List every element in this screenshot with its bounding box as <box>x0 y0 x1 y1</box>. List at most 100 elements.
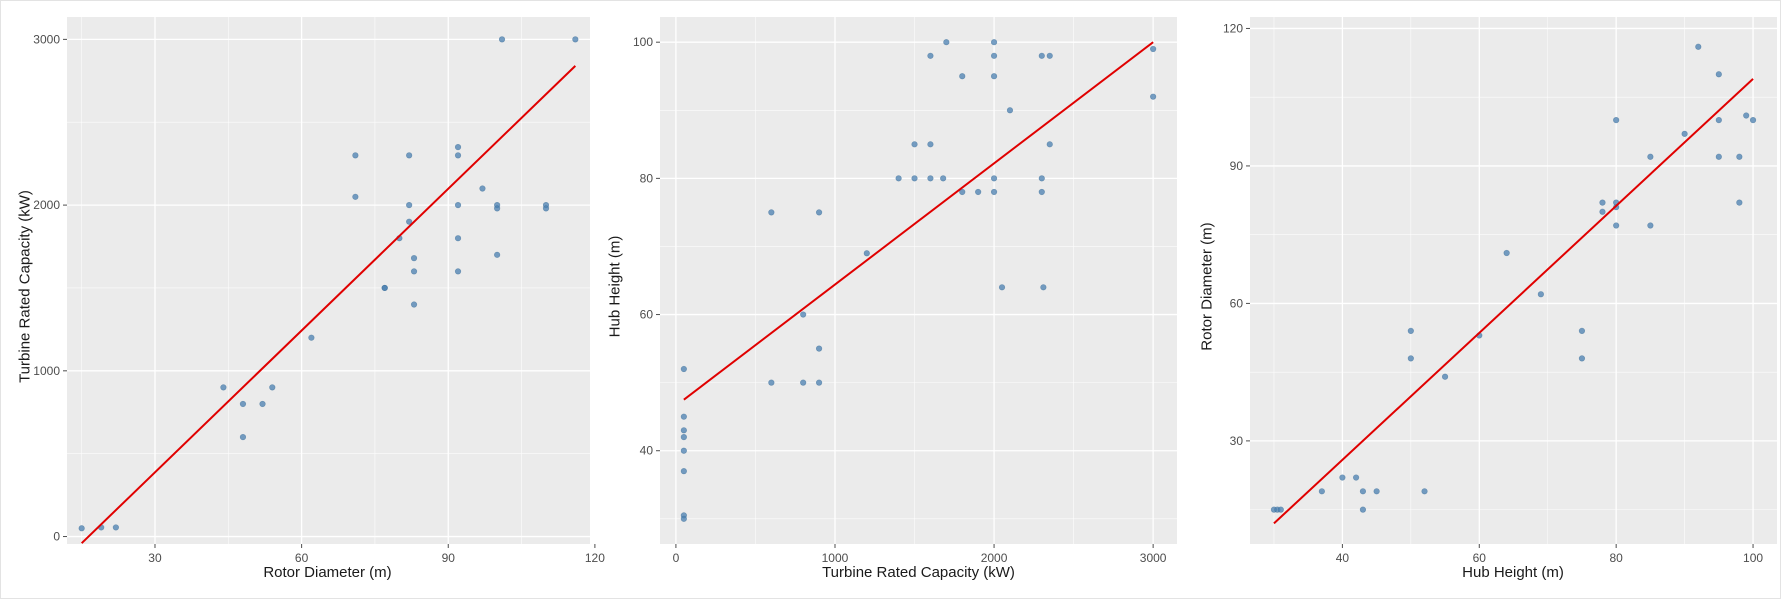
y-axis-title: Rotor Diameter (m) <box>1198 222 1216 351</box>
data-point <box>768 379 775 386</box>
data-point <box>1613 222 1620 229</box>
data-point <box>1373 488 1380 495</box>
chart-panel-hub-height-vs-rotor: 40 60 80 100 30 60 90 120 Hub Height (m) Rotor … <box>1182 0 1779 599</box>
data-point <box>479 185 486 192</box>
chart-panel-rotor-vs-capacity: 30 60 90 120 0 1000 2000 3000 Rotor Diameter (m… <box>0 0 605 599</box>
scatter-plot-hub-height-vs-rotor: 40 60 80 100 30 60 90 120 <box>1223 17 1777 565</box>
y-tick-label: 30 <box>1230 434 1244 448</box>
x-tick-label: 1000 <box>822 551 849 565</box>
y-tick-label: 120 <box>1223 21 1243 35</box>
y-tick-label: 100 <box>633 35 653 49</box>
data-point <box>454 143 462 151</box>
data-point <box>494 251 501 258</box>
data-point <box>112 524 119 531</box>
scatter-plot-capacity-vs-hub-height: 0 1000 2000 3000 40 60 80 100 <box>633 17 1177 565</box>
x-tick-label: 0 <box>673 551 680 565</box>
data-point <box>943 39 950 46</box>
scatter-plot-rotor-vs-capacity: 30 60 90 120 0 1000 2000 3000 <box>33 17 605 565</box>
data-point <box>259 400 266 408</box>
data-point <box>1359 506 1367 513</box>
data-point <box>815 345 823 352</box>
data-point <box>940 175 947 182</box>
plot-background <box>660 17 1177 544</box>
data-point <box>863 250 870 257</box>
data-point <box>1736 199 1743 206</box>
data-point <box>680 365 687 373</box>
data-point <box>454 268 462 275</box>
x-tick-label: 90 <box>442 551 456 565</box>
x-tick-label: 30 <box>148 551 162 565</box>
data-point <box>352 193 359 200</box>
data-point <box>927 52 934 59</box>
data-point <box>454 201 462 209</box>
data-point <box>990 39 998 46</box>
data-point <box>927 175 934 182</box>
data-point <box>572 36 579 43</box>
plot-background <box>67 17 590 544</box>
data-point <box>1715 117 1722 124</box>
data-point <box>381 284 388 292</box>
x-tick-label: 120 <box>585 551 605 565</box>
data-point <box>959 73 966 80</box>
data-point <box>410 255 418 262</box>
data-point <box>498 36 506 43</box>
data-point <box>1503 249 1510 257</box>
data-point <box>990 188 998 196</box>
x-tick-label: 2000 <box>981 551 1008 565</box>
y-tick-label: 80 <box>640 171 654 185</box>
data-point <box>815 379 823 386</box>
data-point <box>927 141 934 148</box>
data-point <box>1441 373 1449 380</box>
data-point <box>768 209 775 216</box>
y-tick-label: 3000 <box>33 32 60 46</box>
data-point <box>1277 506 1284 513</box>
data-point <box>680 413 687 420</box>
data-point <box>78 525 85 532</box>
data-point <box>220 384 227 391</box>
data-point <box>406 201 413 209</box>
x-tick-label: 80 <box>1609 551 1623 565</box>
x-tick-label: 60 <box>1473 551 1487 565</box>
data-point <box>911 175 918 182</box>
y-tick-label: 60 <box>640 308 654 322</box>
data-point <box>1613 117 1620 124</box>
data-point <box>990 175 998 182</box>
x-tick-label: 3000 <box>1140 551 1167 565</box>
x-axis-title: Rotor Diameter (m) <box>263 564 392 581</box>
data-point <box>680 515 687 522</box>
data-point <box>1715 153 1722 160</box>
data-point <box>1006 107 1014 114</box>
data-point <box>911 141 918 148</box>
x-axis-title: Turbine Rated Capacity (kW) <box>822 564 1015 581</box>
data-point <box>1647 222 1654 229</box>
data-point <box>454 235 462 242</box>
data-point <box>1537 291 1544 298</box>
data-point <box>1339 474 1346 481</box>
data-point <box>990 73 998 80</box>
data-point <box>895 175 902 182</box>
data-point <box>1681 130 1688 137</box>
data-point <box>1578 327 1586 335</box>
data-point <box>1038 175 1045 182</box>
data-point <box>680 434 687 441</box>
data-point <box>975 188 982 196</box>
data-point <box>1150 93 1157 100</box>
data-point <box>308 334 315 341</box>
data-point <box>1736 153 1743 160</box>
chart-panel-capacity-vs-hub-height: 0 1000 2000 3000 40 60 80 100 Turbine Rated Cap… <box>590 0 1182 599</box>
data-point <box>1046 141 1053 148</box>
data-point <box>1352 474 1360 481</box>
y-tick-label: 40 <box>640 444 654 458</box>
data-point <box>352 152 359 159</box>
regression-line <box>1273 78 1754 525</box>
data-point <box>1695 43 1702 50</box>
data-point <box>1743 112 1750 119</box>
data-point <box>680 468 687 475</box>
y-axis-title: Hub Height (m) <box>606 235 624 338</box>
x-tick-label: 100 <box>1743 551 1763 565</box>
data-point <box>800 311 807 318</box>
data-point <box>815 209 823 216</box>
data-point <box>1599 208 1606 215</box>
plot-background <box>1250 17 1777 544</box>
data-point <box>1359 488 1367 495</box>
